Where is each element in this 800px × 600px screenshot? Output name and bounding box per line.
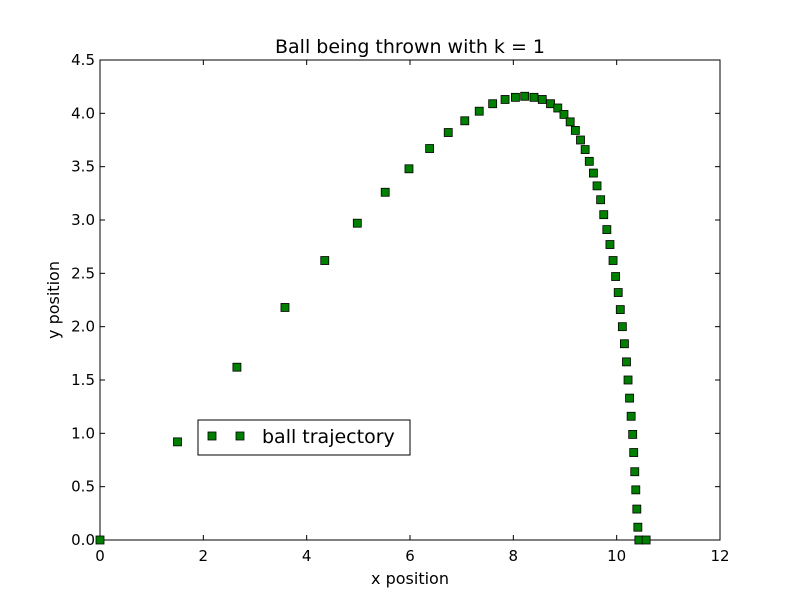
trajectory-point: [510, 92, 520, 102]
trajectory-point: [443, 128, 453, 137]
legend-label-ball-trajectory: ball trajectory: [262, 426, 395, 448]
trajectory-point: [641, 535, 651, 545]
trajectory-point: [320, 256, 330, 265]
y-tick-label: 3.5: [71, 158, 95, 176]
legend-marker: [235, 431, 245, 441]
x-tick-label: 8: [509, 547, 519, 565]
y-axis-title: y position: [44, 261, 63, 339]
trajectory-point: [474, 106, 484, 116]
trajectory-point: [605, 240, 615, 249]
trajectory-point: [520, 91, 530, 101]
trajectory-point: [580, 145, 590, 155]
legend-box: [197, 419, 411, 456]
trajectory-point: [559, 110, 569, 119]
trajectory-point: [584, 156, 594, 166]
trajectory-point: [576, 135, 585, 145]
trajectory-point: [599, 210, 609, 220]
y-tick-label: 4.0: [71, 104, 95, 122]
legend: ball trajectory: [197, 419, 411, 456]
y-tick-label: 1.0: [71, 424, 95, 442]
y-tick-label: 3.0: [71, 211, 95, 229]
trajectory-point: [620, 339, 629, 349]
trajectory-point: [634, 535, 644, 545]
trajectory-point: [615, 305, 625, 315]
x-tick-label: 0: [95, 547, 105, 565]
y-tick-label: 0.5: [71, 478, 95, 496]
y-tick-label: 4.5: [71, 51, 95, 69]
data-points: [95, 91, 651, 545]
y-tick-label: 2.5: [71, 264, 95, 282]
trajectory-point: [602, 225, 612, 235]
plot-area-frame: [99, 59, 721, 541]
trajectory-point: [570, 126, 580, 135]
trajectory-point: [625, 393, 634, 403]
trajectory-point: [280, 303, 290, 312]
chart-title: Ball being thrown with k = 1: [275, 36, 545, 58]
trajectory-point: [173, 437, 182, 447]
x-axis-title: x position: [371, 569, 449, 588]
x-tick-label: 4: [302, 547, 312, 565]
y-tick-label: 2.0: [71, 318, 95, 336]
trajectory-point: [352, 218, 362, 228]
trajectory-point: [608, 256, 618, 265]
trajectory-point: [611, 272, 621, 281]
x-tick-label: 10: [607, 547, 626, 565]
y-tick-label: 0.0: [71, 531, 95, 549]
x-tick-label: 2: [199, 547, 209, 565]
trajectory-point: [629, 448, 639, 457]
trajectory-point: [500, 95, 510, 104]
trajectory-point: [613, 288, 623, 297]
trajectory-point: [488, 99, 498, 109]
trajectory-point: [95, 535, 105, 545]
trajectory-point: [632, 504, 642, 514]
trajectory-point: [537, 95, 547, 104]
trajectory-point: [404, 164, 414, 174]
trajectory-point: [529, 92, 539, 102]
trajectory-point: [622, 357, 631, 367]
y-tick-label: 1.5: [71, 371, 95, 389]
trajectory-point: [596, 195, 606, 205]
trajectory-point: [589, 168, 598, 178]
trajectory-point: [592, 181, 602, 191]
legend-marker: [207, 431, 217, 441]
trajectory-point: [546, 99, 555, 109]
trajectory-point: [232, 362, 242, 372]
trajectory-point: [425, 144, 435, 153]
trajectory-point: [380, 187, 390, 197]
trajectory-point: [460, 116, 470, 126]
trajectory-point: [626, 411, 636, 421]
trajectory-point: [631, 485, 641, 495]
x-tick-label: 12: [710, 547, 729, 565]
trajectory-point: [617, 322, 627, 332]
trajectory-point: [553, 103, 563, 113]
trajectory-point: [628, 429, 638, 439]
x-tick-label: 6: [405, 547, 415, 565]
trajectory-point: [630, 467, 640, 477]
trajectory-point: [633, 522, 643, 532]
trajectory-point: [565, 117, 575, 127]
trajectory-point: [623, 375, 633, 385]
